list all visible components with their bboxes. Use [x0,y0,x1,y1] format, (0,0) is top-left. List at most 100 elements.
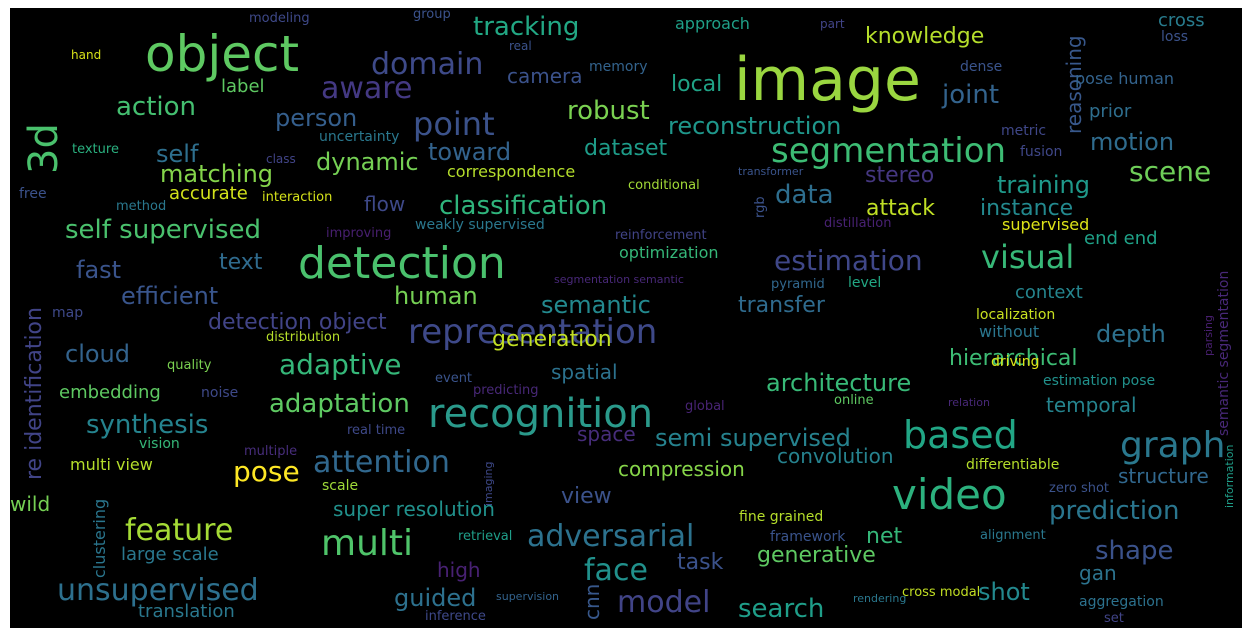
word-cloud-term: adversarial [527,519,695,554]
word-cloud-term: approach [675,14,750,33]
word-cloud-term: task [677,550,724,575]
word-cloud-term: detection [298,238,506,289]
word-cloud-term: tracking [473,12,580,42]
word-cloud-term: joint [942,80,1000,110]
word-cloud-term: knowledge [865,24,985,49]
word-cloud-term: free [19,186,47,202]
word-cloud-term: feature [125,513,234,548]
word-cloud-term: map [52,305,84,321]
word-cloud-term: clustering [90,498,109,578]
word-cloud-term: stereo [865,163,935,188]
word-cloud-term: quality [167,358,212,373]
word-cloud-term: motion [1090,128,1175,156]
word-cloud-term: toward [428,138,512,166]
word-cloud-term: super resolution [333,497,495,521]
word-cloud-term: pose human [1075,69,1175,88]
word-cloud-term: weakly supervised [415,217,545,233]
word-cloud-term: point [413,105,495,143]
word-cloud-term: real time [347,423,406,438]
word-cloud-term: architecture [766,369,912,397]
word-cloud-term: representation [408,312,658,352]
word-cloud-term: context [1015,282,1083,303]
word-cloud-term: cnn [580,583,604,620]
word-cloud-term: segmentation [771,131,1007,171]
word-cloud-term: memory [589,59,648,75]
word-cloud-term: online [834,393,874,408]
word-cloud-term: person [275,104,358,132]
word-cloud-term: part [820,17,845,31]
word-cloud-term: robust [567,96,650,126]
word-cloud-term: compression [618,457,745,481]
word-cloud-term: cross modal [902,585,981,600]
word-cloud-term: space [577,422,636,446]
word-cloud-term: multi [321,523,414,564]
word-cloud-term: search [738,594,825,624]
word-cloud-term: translation [138,601,235,622]
word-cloud-term: spatial [551,360,618,384]
word-cloud-term: alignment [980,528,1046,543]
word-cloud-term: classification [439,191,608,221]
word-cloud-term: reinforcement [615,228,707,243]
word-cloud-term: label [221,76,265,97]
word-cloud-term: video [892,470,1007,519]
word-cloud-term: camera [507,64,583,88]
word-cloud-term: synthesis [86,410,209,440]
word-cloud-term: level [848,275,882,291]
word-cloud-term: event [435,371,473,386]
word-cloud-term: multiple [244,444,298,459]
word-cloud-term: supervision [496,590,560,603]
word-cloud-term: fast [76,256,122,284]
word-cloud-term: convolution [777,444,894,468]
word-cloud-term: data [775,180,834,210]
word-cloud-term: wild [10,492,51,516]
word-cloud-term: high [437,558,481,582]
word-cloud-term: supervised [1002,215,1090,234]
word-cloud-term: loss [1161,29,1189,45]
word-cloud-term: detection object [208,310,387,335]
word-cloud-term: fine grained [739,509,824,525]
word-cloud-term: attention [313,445,450,480]
word-cloud-term: set [1104,611,1124,626]
word-cloud-term: model [617,585,711,620]
word-cloud-term: prior [1089,101,1132,122]
word-cloud-term: domain [371,47,484,82]
word-cloud-term: aggregation [1079,594,1164,610]
word-cloud-term: multi view [70,455,153,474]
word-cloud-term: adaptation [269,389,410,419]
word-cloud-term: flow [364,192,406,216]
word-cloud-term: structure [1118,464,1209,488]
word-cloud-term: predicting [473,383,539,398]
word-cloud-term: uncertainty [319,129,400,145]
word-cloud-term: estimation [774,244,923,277]
word-cloud-term: end end [1084,228,1158,249]
word-cloud-term: information [1223,444,1236,509]
word-cloud-term: inference [425,609,486,624]
word-cloud-term: estimation pose [1043,373,1156,389]
word-cloud-term: improving [326,226,392,241]
word-cloud-term: generative [757,543,876,568]
word-cloud-term: shape [1095,536,1174,566]
word-cloud-term: differentiable [966,457,1060,473]
word-cloud-term: conditional [628,178,700,193]
word-cloud-term: driving [991,354,1040,370]
word-cloud-term: dataset [584,136,668,161]
word-cloud-term: metric [1001,123,1047,139]
word-cloud-term: guided [394,584,477,612]
word-cloud-term: global [685,399,725,414]
word-cloud-term: human [394,282,478,310]
word-cloud-term: interaction [262,190,333,205]
word-cloud-term: depth [1096,320,1166,348]
word-cloud-term: hand [71,48,102,62]
word-cloud-term: retrieval [458,529,513,544]
word-cloud-term: recognition [428,391,654,437]
word-cloud-term: attack [866,196,936,221]
word-cloud-term: rgb [753,196,768,218]
word-cloud-term: aware [321,71,413,106]
word-cloud-term: texture [72,142,119,157]
word-cloud-term: gan [1079,561,1117,585]
word-cloud-term: real [509,39,532,53]
word-cloud-term: visual [981,238,1075,276]
word-cloud-term: view [561,484,612,509]
word-cloud-term: without [979,322,1040,341]
word-cloud-term: local [671,72,723,97]
